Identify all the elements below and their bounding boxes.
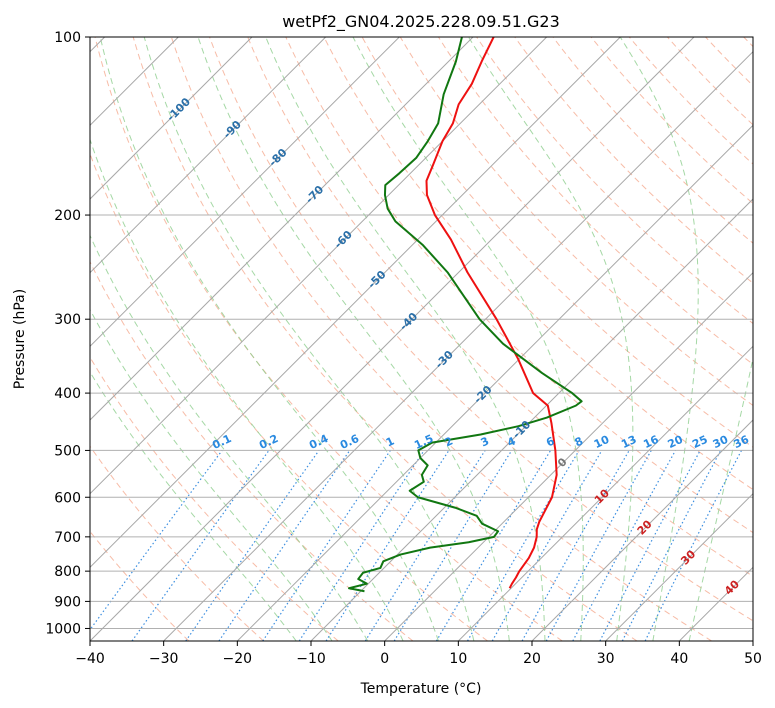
x-tick-label: 20	[523, 651, 541, 667]
data-layer	[348, 37, 583, 593]
mixing-ratio-label: 10	[592, 433, 612, 451]
x-tick-label: −30	[149, 651, 179, 667]
isotherm-gridline	[384, 271, 753, 641]
dry-adiabat-line	[209, 37, 753, 622]
dry-adiabat-line	[285, 37, 753, 534]
dry-adiabat-line	[90, 445, 264, 641]
isotherm-gridline	[90, 37, 695, 641]
y-tick-label: 700	[54, 530, 81, 546]
dry-adiabat-line	[90, 356, 339, 641]
moist-adiabat-line	[197, 37, 510, 641]
x-tick-label: −20	[223, 651, 253, 667]
temperature-profile-line	[425, 37, 558, 589]
x-tick-label: 0	[380, 651, 389, 667]
y-tick-label: 500	[54, 443, 81, 459]
dry-adiabat-line	[247, 37, 753, 577]
isotherm-gridline	[457, 345, 753, 641]
x-tick-label: 40	[670, 651, 688, 667]
y-tick-label: 200	[54, 208, 81, 224]
x-tick-label: −40	[75, 651, 105, 667]
isotherm-gridline	[163, 50, 753, 641]
dry-adiabat-line	[90, 260, 414, 641]
dry-adiabat-line	[170, 37, 712, 641]
isotherm-gridline	[90, 37, 474, 421]
moist-adiabat-line	[90, 137, 404, 641]
isotherm-gridline	[90, 37, 327, 274]
x-axis-label: Temperature (°C)	[360, 681, 482, 697]
y-tick-label: 400	[54, 386, 81, 402]
moist-adiabat-line	[352, 37, 584, 641]
moist-adiabat-line	[688, 356, 753, 641]
mixing-ratio-label: 20	[666, 433, 686, 451]
mixing-ratio-line	[262, 450, 391, 641]
x-tick-label: 50	[744, 651, 762, 667]
mixing-ratio-label: 30	[711, 433, 731, 451]
plot-area	[90, 37, 753, 641]
chart-title: wetPf2_GN04.2025.228.09.51.G23	[282, 12, 560, 32]
tick-layer: −40 −30 −20 −10 0 10 20 30 40 50 100 200 300 400 500 60…	[45, 30, 762, 667]
mixing-ratio-line	[644, 450, 743, 641]
dry-adiabat-line	[132, 37, 638, 641]
isotherm-gridline	[90, 37, 548, 495]
dry-adiabat-line	[514, 37, 753, 284]
y-tick-label: 1000	[45, 621, 81, 637]
moist-adiabat-line	[90, 234, 369, 641]
mixing-ratio-line	[325, 450, 450, 641]
x-tick-label: 10	[449, 651, 467, 667]
y-tick-label: 600	[54, 490, 81, 506]
isotherm-gridline	[90, 37, 621, 569]
mixing-ratio-line	[393, 450, 513, 641]
mixing-ratio-line	[621, 450, 722, 641]
moist-adiabat-line	[265, 37, 546, 641]
y-tick-label: 300	[54, 312, 81, 328]
mixing-ratio-line	[90, 450, 223, 631]
x-tick-label: 30	[597, 651, 615, 667]
mixing-ratio-label: 16	[641, 433, 661, 451]
isotherm-gridline	[605, 492, 753, 641]
dry-adiabat-line	[94, 37, 563, 641]
y-tick-label: 800	[54, 564, 81, 580]
y-axis-label: Pressure (hPa)	[12, 289, 28, 389]
dry-adiabat-line	[476, 37, 753, 325]
mixing-ratio-line	[298, 450, 425, 641]
y-tick-label: 900	[54, 594, 81, 610]
moist-adiabat-line	[143, 37, 475, 641]
isotherm-gridline	[90, 37, 400, 348]
moist-adiabat-line	[99, 37, 439, 641]
moist-adiabat-line	[619, 37, 699, 641]
dewpoint-profile-line	[348, 37, 583, 593]
mixing-ratio-label: 13	[619, 433, 638, 451]
mixing-ratio-line	[521, 450, 630, 641]
y-tick-label: 100	[54, 30, 81, 46]
mixing-ratio-line	[572, 450, 677, 641]
grid-layer	[90, 37, 753, 641]
isotherm-gridline	[236, 124, 753, 641]
mixing-ratio-label: 36	[732, 433, 752, 451]
moist-adiabat-line	[90, 371, 297, 641]
x-tick-label: −10	[296, 651, 326, 667]
dry-adiabat-line	[323, 37, 753, 491]
isotherm-gridline	[310, 198, 753, 641]
isotherm-gridline	[531, 419, 753, 641]
mixing-ratio-line	[185, 450, 320, 641]
moist-adiabat-line	[90, 308, 333, 641]
plot-frame	[89, 36, 754, 642]
mixing-ratio-line	[218, 450, 351, 641]
mixing-ratio-line	[545, 450, 652, 641]
mixing-ratio-label: 25	[690, 433, 709, 451]
isotherm-gridline	[90, 37, 253, 200]
